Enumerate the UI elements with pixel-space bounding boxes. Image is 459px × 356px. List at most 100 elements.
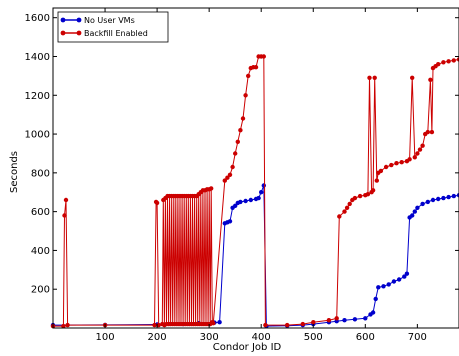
series-2-point-64	[233, 151, 238, 156]
series-2-point-88	[357, 193, 363, 199]
series-2-point-3	[63, 197, 69, 203]
series-2-point-119	[456, 57, 459, 62]
series-2-point-97	[378, 168, 384, 174]
series-1-point-11	[233, 203, 238, 208]
series-2-point-78	[300, 321, 305, 327]
series-2-point-106	[415, 151, 420, 156]
series-1-point-37	[402, 274, 407, 279]
series-1-point-17	[256, 195, 261, 201]
y-tick-label: 1400	[25, 52, 50, 63]
x-tick-label: 700	[408, 332, 427, 343]
series-2-point-66	[238, 128, 243, 133]
x-tick-label: 600	[356, 332, 375, 343]
series-2-point-100	[394, 161, 399, 166]
y-tick-label: 1600	[25, 13, 50, 24]
x-tick-label: 100	[96, 332, 115, 343]
series-1-point-30	[370, 310, 376, 315]
plot-area	[50, 54, 459, 329]
series-2-point-4	[65, 322, 70, 328]
series-2-point-1	[61, 323, 66, 329]
legend-swatch-marker-2	[60, 30, 66, 36]
series-1-point-34	[386, 282, 391, 287]
y-tick-label: 800	[31, 168, 50, 179]
series-2-point-8	[154, 200, 160, 206]
legend: No User VMs Backfill Enabled	[57, 11, 169, 43]
series-2-point-6	[152, 322, 157, 328]
legend-swatch-marker-2b	[76, 30, 82, 36]
series-2-point-61	[225, 175, 230, 180]
series-2-point-91	[367, 75, 372, 81]
series-2-point-90	[365, 192, 371, 197]
series-2-point-79	[311, 320, 316, 325]
y-tick-label: 1200	[25, 91, 50, 102]
series-2-point-59	[211, 321, 216, 326]
series-1-point-43	[420, 201, 425, 207]
x-tick-label: 400	[252, 332, 271, 343]
series-1-point-15	[248, 197, 253, 203]
series-2-point-112	[429, 129, 435, 135]
series-2-point-95	[374, 178, 379, 183]
series-1-point-33	[381, 284, 386, 289]
series-2-point-118	[451, 58, 456, 63]
y-tick-label: 200	[31, 285, 50, 296]
series-2-point-115	[436, 61, 441, 67]
series-1-point-9	[227, 219, 233, 224]
series-line-1	[52, 185, 459, 327]
series-1-point-27	[352, 317, 358, 322]
legend-swatch-marker-1b	[76, 17, 82, 23]
series-2-point-81	[334, 316, 339, 321]
series-2-point-63	[230, 164, 235, 170]
series-1-point-35	[391, 279, 397, 284]
series-2-point-99	[389, 162, 394, 168]
series-1-point-46	[436, 196, 441, 202]
series-2-point-104	[410, 75, 415, 81]
series-2-point-80	[326, 318, 332, 323]
legend-box	[57, 11, 169, 43]
series-1-point-19	[261, 183, 266, 188]
series-2-point-83	[342, 209, 347, 214]
series-2-point-65	[235, 139, 240, 144]
series-1-point-45	[430, 197, 436, 203]
series-1-point-40	[410, 213, 415, 218]
y-tick-label: 400	[31, 246, 50, 257]
series-2-point-84	[344, 205, 350, 210]
series-1-point-41	[412, 209, 417, 214]
series-2-point-69	[246, 73, 251, 79]
series-2-point-111	[428, 77, 433, 83]
series-1-point-6	[217, 320, 222, 325]
plot-frame	[52, 7, 459, 329]
series-1-point-44	[425, 199, 430, 205]
series-2-point-87	[352, 195, 358, 201]
series-2-point-72	[253, 65, 259, 70]
x-tick-label: 500	[304, 332, 323, 343]
y-tick-label: 1000	[25, 130, 50, 141]
series-2-point-107	[417, 147, 423, 152]
series-2-point-82	[337, 214, 342, 219]
series-1-point-13	[238, 199, 243, 205]
series-1-point-38	[404, 271, 410, 276]
series-1-point-18	[259, 190, 264, 195]
series-1-point-28	[363, 316, 368, 321]
series-1-point-47	[441, 195, 446, 201]
series-2-point-105	[412, 155, 417, 160]
series-1-point-49	[451, 193, 456, 199]
series-1-point-50	[456, 193, 459, 198]
series-1-point-36	[396, 277, 402, 282]
series-2-point-77	[285, 322, 290, 328]
series-1-point-42	[415, 205, 420, 210]
series-2-point-60	[222, 178, 227, 183]
legend-label-1: No User VMs	[84, 16, 135, 25]
x-axis-title: Condor Job ID	[213, 342, 282, 353]
series-line-2	[53, 56, 459, 327]
series-2-point-76	[263, 322, 268, 328]
series-2-point-103	[407, 157, 412, 162]
series-2-point-116	[441, 60, 446, 65]
series-2-point-117	[446, 59, 451, 64]
series-2-point-108	[420, 143, 425, 148]
series-2-point-98	[383, 164, 389, 170]
y-tick-label: 600	[31, 207, 50, 218]
series-2-point-110	[425, 129, 430, 135]
series-1-point-14	[243, 198, 248, 204]
series-2-point-101	[399, 160, 404, 165]
